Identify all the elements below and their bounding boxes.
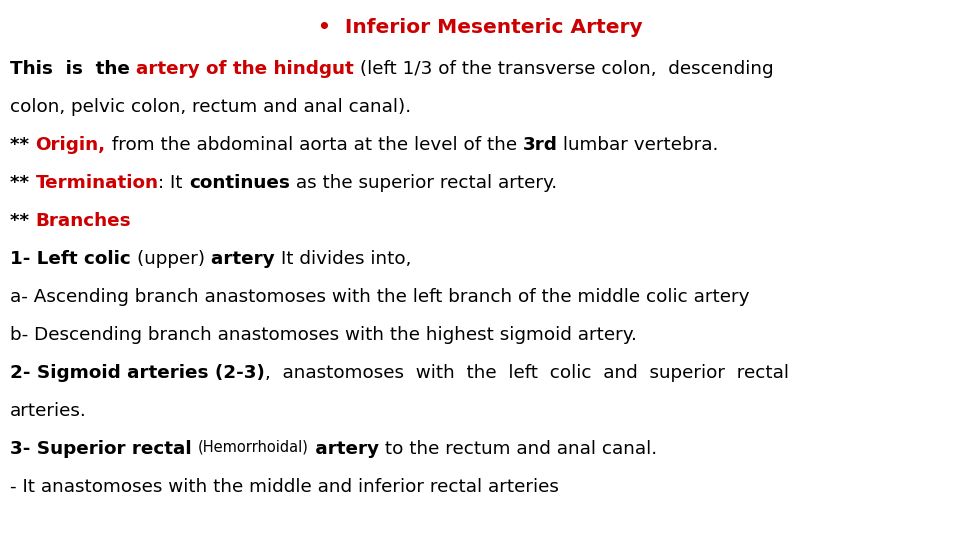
- Text: Termination: Termination: [36, 174, 158, 192]
- Text: **: **: [10, 136, 36, 154]
- Text: ,  anastomoses  with  the  left  colic  and  superior  rectal: , anastomoses with the left colic and su…: [265, 364, 789, 382]
- Text: 3rd: 3rd: [522, 136, 558, 154]
- Text: : It: : It: [158, 174, 189, 192]
- Text: as the superior rectal artery.: as the superior rectal artery.: [290, 174, 557, 192]
- Text: artery: artery: [309, 440, 379, 458]
- Text: colon, pelvic colon, rectum and anal canal).: colon, pelvic colon, rectum and anal can…: [10, 98, 411, 116]
- Text: from the abdominal aorta at the level of the: from the abdominal aorta at the level of…: [106, 136, 522, 154]
- Text: b- Descending branch anastomoses with the highest sigmoid artery.: b- Descending branch anastomoses with th…: [10, 326, 636, 344]
- Text: to the rectum and anal canal.: to the rectum and anal canal.: [379, 440, 657, 458]
- Text: Branches: Branches: [36, 212, 131, 230]
- Text: a- Ascending branch anastomoses with the left branch of the middle colic artery: a- Ascending branch anastomoses with the…: [10, 288, 750, 306]
- Text: artery: artery: [211, 250, 281, 268]
- Text: (left 1/3 of the transverse colon,  descending: (left 1/3 of the transverse colon, desce…: [354, 60, 774, 78]
- Text: arteries.: arteries.: [10, 402, 86, 420]
- Text: lumbar vertebra.: lumbar vertebra.: [558, 136, 719, 154]
- Text: (upper): (upper): [137, 250, 211, 268]
- Text: 2- Sigmoid arteries (2-3): 2- Sigmoid arteries (2-3): [10, 364, 265, 382]
- Text: artery of the hindgut: artery of the hindgut: [136, 60, 354, 78]
- Text: **: **: [10, 174, 36, 192]
- Text: (Hemorrhoidal): (Hemorrhoidal): [198, 440, 309, 455]
- Text: •  Inferior Mesenteric Artery: • Inferior Mesenteric Artery: [318, 18, 642, 37]
- Text: **: **: [10, 212, 36, 230]
- Text: continues: continues: [189, 174, 290, 192]
- Text: Origin,: Origin,: [36, 136, 106, 154]
- Text: 3- Superior rectal: 3- Superior rectal: [10, 440, 198, 458]
- Text: 1- Left colic: 1- Left colic: [10, 250, 137, 268]
- Text: - It anastomoses with the middle and inferior rectal arteries: - It anastomoses with the middle and inf…: [10, 478, 559, 496]
- Text: It divides into,: It divides into,: [281, 250, 412, 268]
- Text: This  is  the: This is the: [10, 60, 136, 78]
